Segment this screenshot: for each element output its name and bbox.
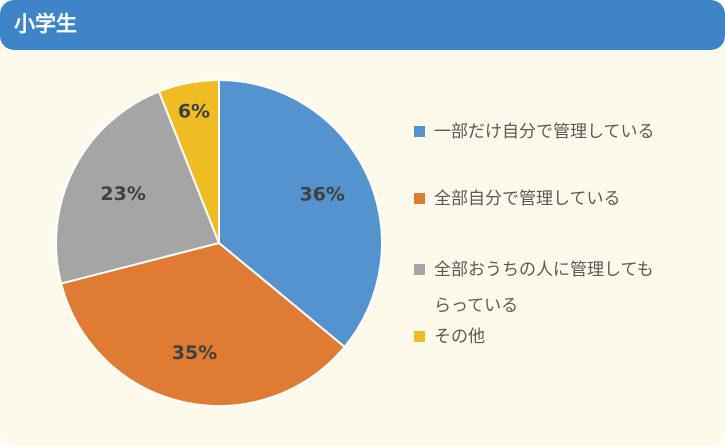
legend-label: その他 xyxy=(434,327,485,347)
slice-value-label: 36% xyxy=(299,183,344,205)
slice-value-label: 35% xyxy=(172,342,217,364)
pie-slice xyxy=(55,90,221,285)
legend-label: らっている xyxy=(434,296,519,316)
header-bar: 小学生 xyxy=(0,0,725,50)
slice-value-label: 23% xyxy=(100,183,145,205)
chart-title: 小学生 xyxy=(14,12,77,36)
slice-value-label: 6% xyxy=(178,101,210,123)
legend-swatch xyxy=(414,264,425,275)
legend-swatch xyxy=(414,331,425,342)
pie-slice xyxy=(157,78,220,244)
legend-label: 全部おうちの人に管理しても xyxy=(434,260,654,280)
legend-label: 全部自分で管理している xyxy=(434,189,621,209)
legend-swatch xyxy=(414,193,425,204)
pie-slice xyxy=(218,78,383,349)
pie-slice xyxy=(59,241,347,407)
legend-label: 一部だけ自分で管理している xyxy=(434,122,655,142)
legend-swatch xyxy=(414,126,425,137)
